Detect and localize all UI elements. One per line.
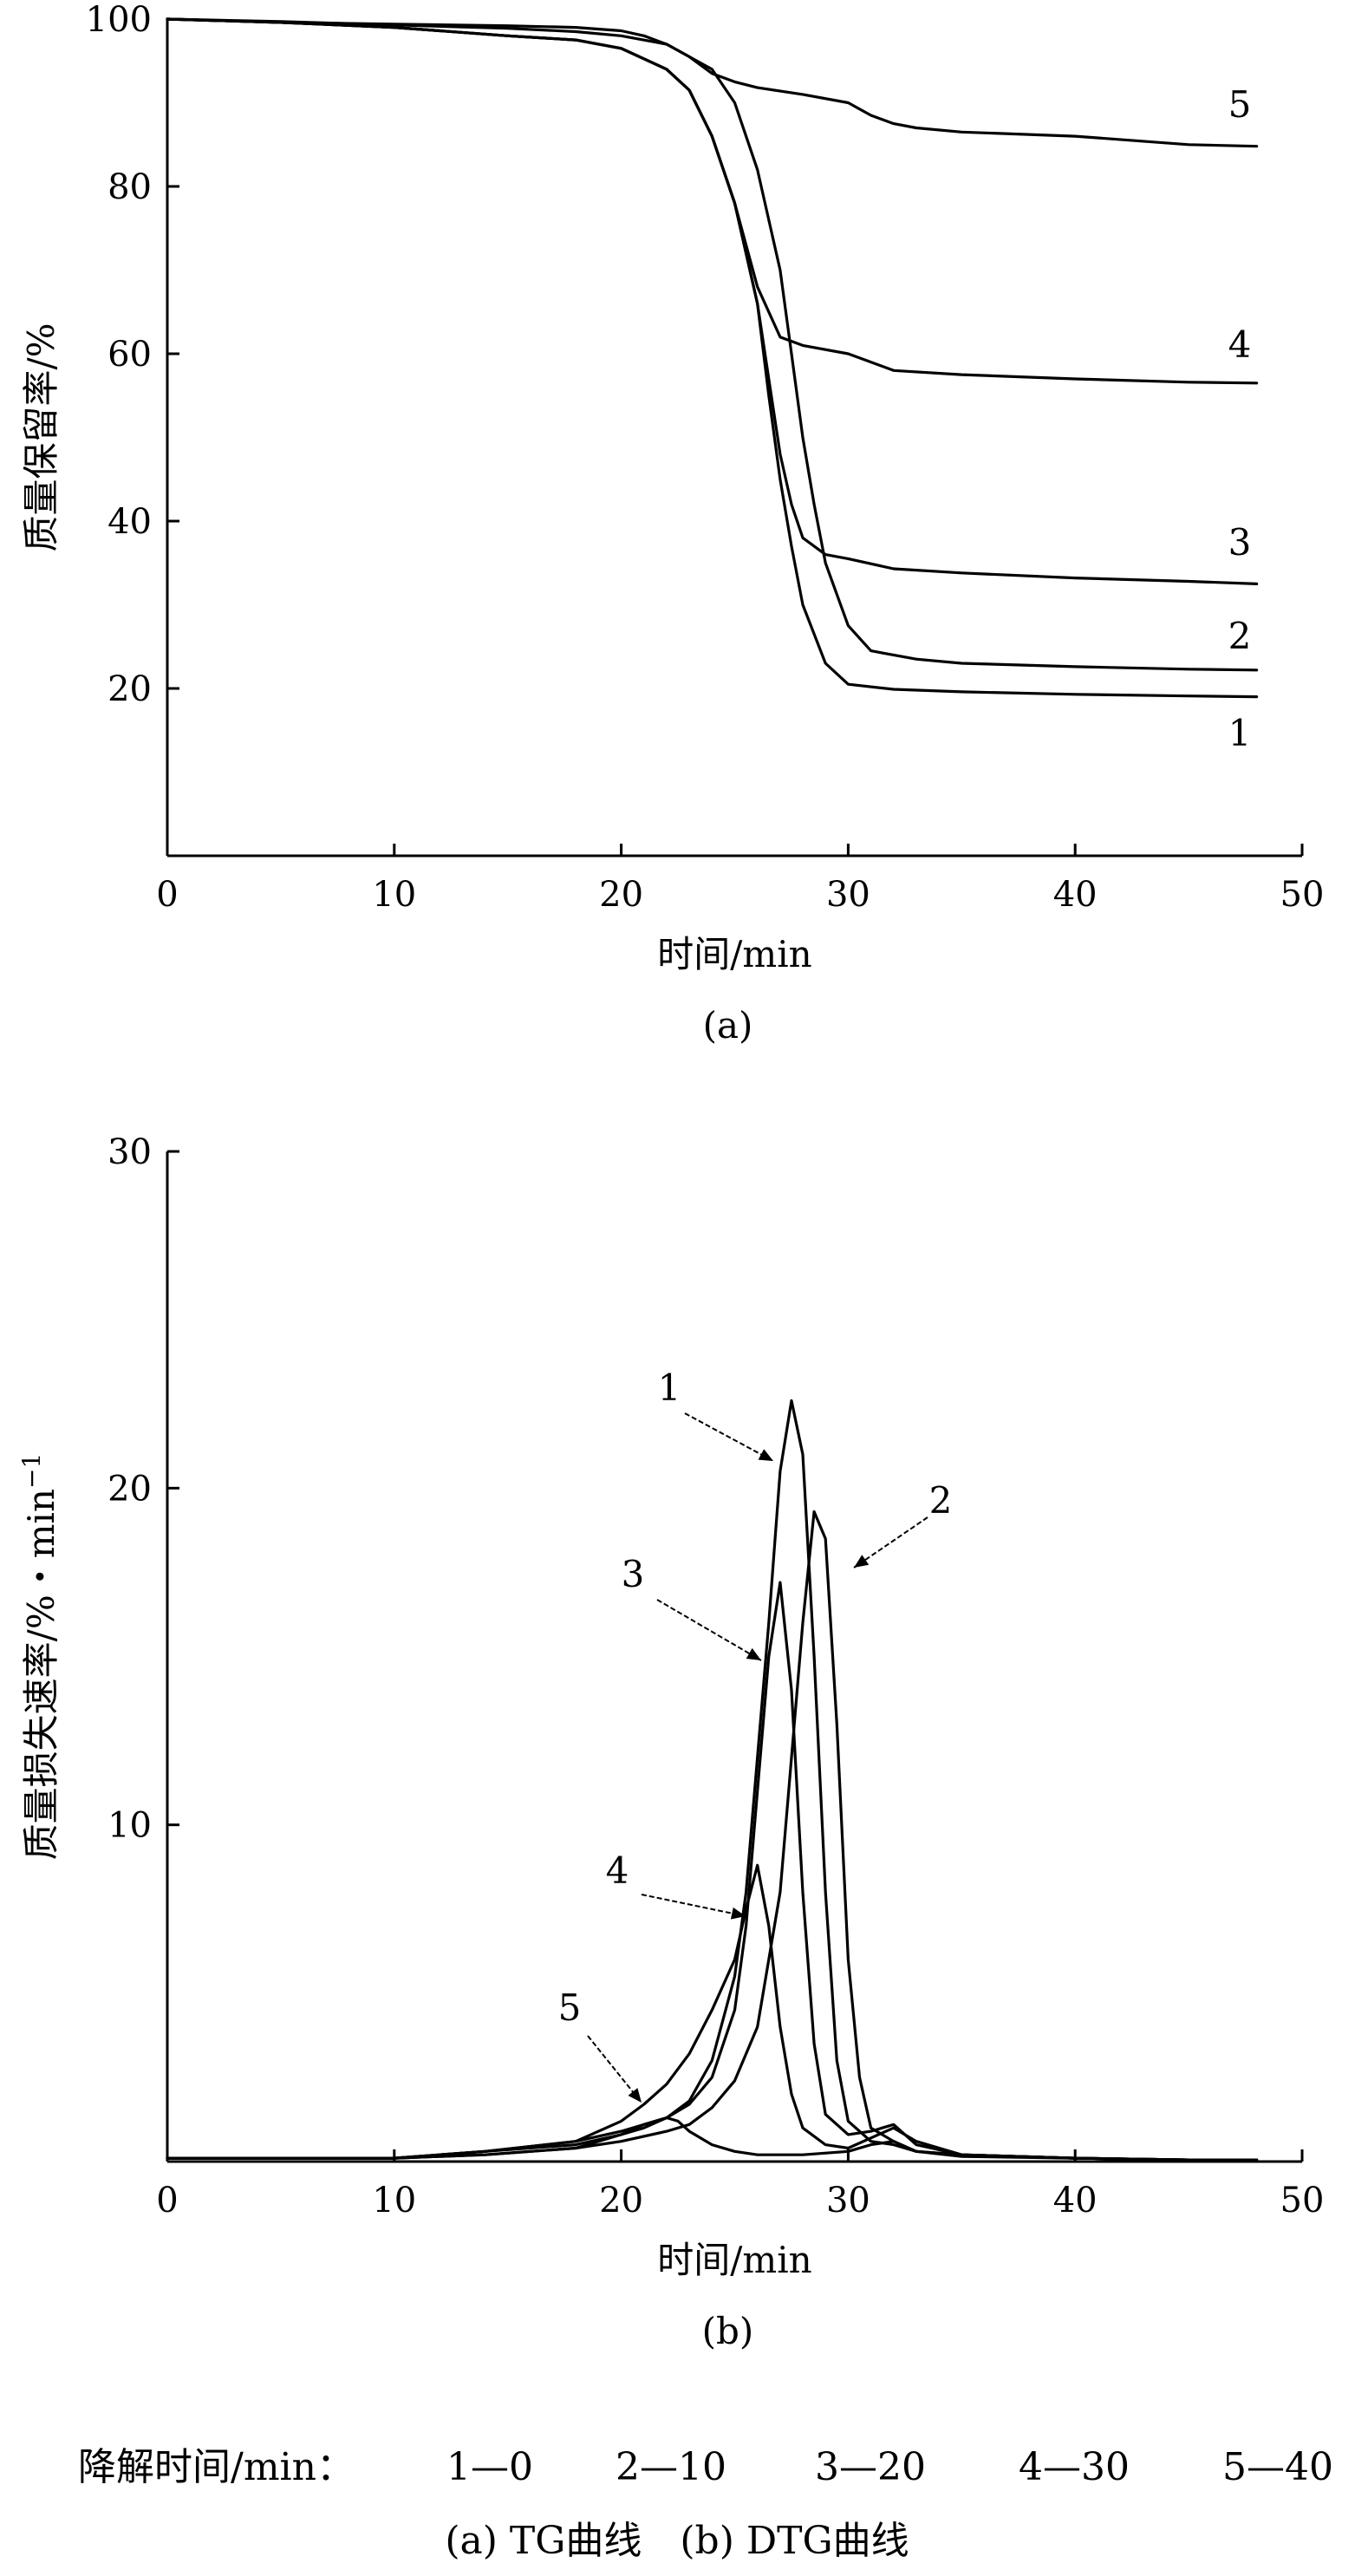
series-line-3 — [166, 17, 1259, 586]
x-tick-label: 0 — [156, 875, 178, 915]
y-tick-label: 40 — [107, 502, 152, 542]
x-tick-label: 0 — [156, 2181, 178, 2221]
panel-label: (a) — [703, 1004, 753, 1047]
series-label-2: 2 — [1228, 615, 1252, 657]
y-tick-label: 10 — [107, 1806, 152, 1846]
x-axis-title: 时间/min — [657, 2239, 811, 2281]
x-tick-label: 30 — [826, 875, 870, 915]
legend-item-2: 2—10 — [616, 2445, 726, 2489]
series-line-2 — [166, 17, 1259, 672]
x-tick-label: 10 — [372, 875, 416, 915]
chart-b: 0 10 20 30 40 50 10 20 30 时间/min 质量损失速率/%・min−1 (b)… — [17, 1132, 1324, 2352]
series-label-1: 1 — [658, 1366, 681, 1409]
x-tick-label: 40 — [1053, 875, 1098, 915]
y-tick-label: 20 — [107, 669, 152, 709]
pointer-arrowhead — [746, 1647, 761, 1660]
pointer-line — [587, 2035, 642, 2103]
x-tick-label: 10 — [372, 2181, 416, 2221]
chart-a: 0 10 20 30 40 50 20 40 60 80 100 时间/min 质量保留率/% (a) 5 4… — [20, 0, 1324, 1047]
series-line-4 — [166, 17, 1259, 385]
y-tick-label: 100 — [86, 0, 152, 40]
pointer-arrowhead — [854, 1555, 870, 1568]
pointer-line — [853, 1516, 928, 1568]
series-label-3: 3 — [622, 1553, 645, 1595]
series-line-4 — [166, 1863, 1259, 2162]
figure-caption: (a) TG曲线 (b) DTG曲线 — [445, 2519, 909, 2563]
series-label-1: 1 — [1228, 712, 1252, 754]
series-line-1 — [166, 17, 1259, 699]
x-tick-label: 40 — [1053, 2181, 1098, 2221]
y-axis-title-superscript: −1 — [17, 1453, 46, 1489]
x-tick-label: 50 — [1280, 2181, 1325, 2221]
pointer-line — [684, 1412, 774, 1462]
series-line-5 — [166, 17, 1259, 148]
legend-title: 降解时间/min： — [78, 2445, 355, 2489]
pointer-arrowhead — [758, 1449, 773, 1461]
legend-item-3: 3—20 — [815, 2445, 926, 2489]
y-tick-label: 80 — [107, 167, 152, 207]
pointer-line — [656, 1599, 762, 1661]
series-label-3: 3 — [1228, 521, 1252, 564]
pointer-arrowhead — [730, 1907, 746, 1920]
y-axis-title-text: 质量损失速率/%・min — [20, 1489, 62, 1860]
y-tick-label: 60 — [107, 335, 152, 375]
y-axis-title-text: 质量保留率/% — [20, 323, 62, 551]
x-tick-label: 20 — [599, 875, 643, 915]
series-label-5: 5 — [558, 1986, 582, 2029]
x-axis-title: 时间/min — [657, 933, 811, 975]
pointer-line — [641, 1894, 746, 1917]
series-line-1 — [166, 1399, 1259, 2162]
series-line-5 — [166, 2116, 1259, 2162]
legend-item-4: 4—30 — [1019, 2445, 1130, 2489]
series-label-2: 2 — [929, 1479, 953, 1522]
series-label-4: 4 — [606, 1849, 629, 1892]
pointer-arrowhead — [628, 2088, 642, 2103]
legend-item-5: 5—40 — [1222, 2445, 1333, 2489]
legend-item-1: 1—0 — [446, 2445, 533, 2489]
x-tick-label: 30 — [826, 2181, 870, 2221]
y-axis-title: 质量保留率/% — [20, 323, 62, 551]
y-tick-label: 20 — [107, 1469, 152, 1509]
x-tick-label: 50 — [1280, 875, 1325, 915]
y-axis-title: 质量损失速率/%・min−1 — [17, 1453, 62, 1861]
x-tick-label: 20 — [599, 2181, 643, 2221]
series-label-5: 5 — [1228, 83, 1252, 126]
y-tick-label: 30 — [107, 1132, 152, 1172]
series-line-3 — [166, 1581, 1259, 2162]
series-label-4: 4 — [1228, 323, 1252, 366]
panel-label: (b) — [702, 2310, 754, 2352]
